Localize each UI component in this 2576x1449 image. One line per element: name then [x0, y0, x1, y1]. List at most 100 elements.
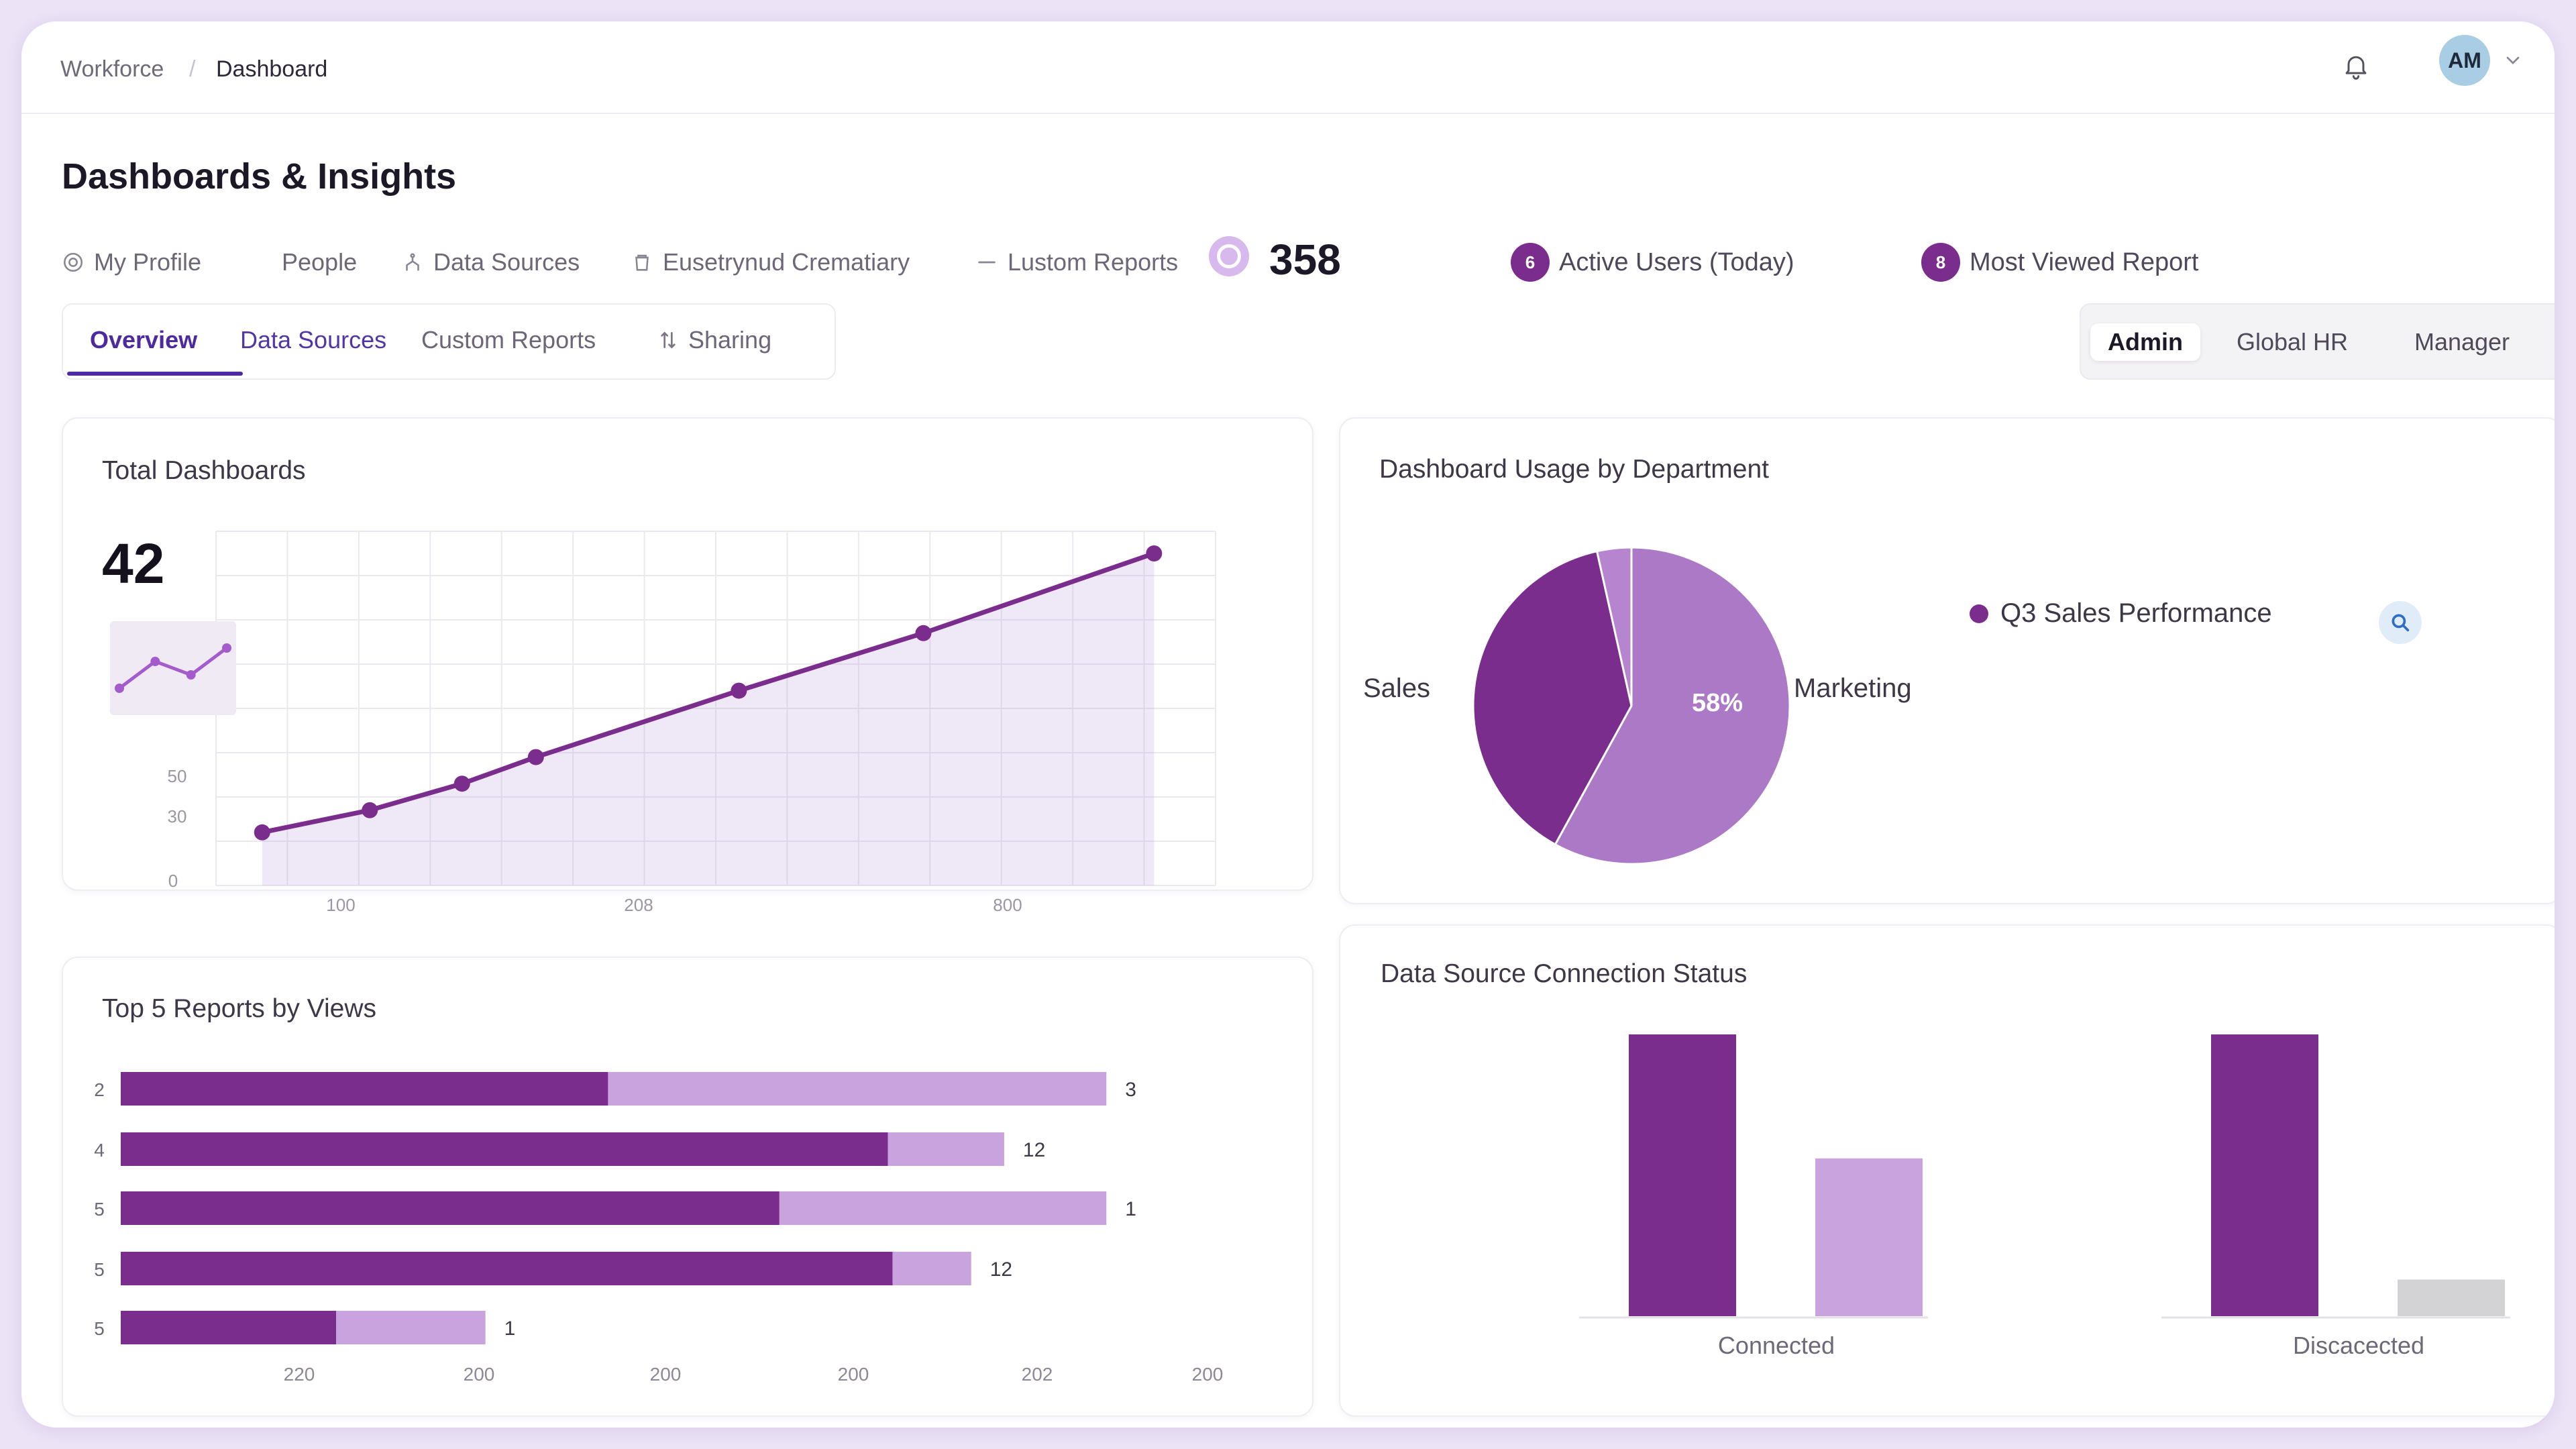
role-global-hr[interactable]: Global HR: [2236, 328, 2349, 356]
pie-label-marketing: Marketing: [1794, 674, 1912, 703]
bar-value-label: 1: [504, 1318, 516, 1340]
active-users-badge[interactable]: 6 Active Users (Today): [1511, 243, 1794, 282]
chevron-down-icon[interactable]: [2502, 50, 2524, 71]
role-manager[interactable]: Manager: [2414, 328, 2510, 356]
sparkline-point: [222, 643, 231, 653]
bar-value-label: 12: [1023, 1139, 1045, 1161]
data-sources-icon: [406, 253, 419, 271]
status-bar-primary: [1629, 1034, 1736, 1316]
total-dashboards-value: 42: [102, 532, 165, 595]
bar-segment-primary: [121, 1191, 780, 1225]
bar-segment-primary: [121, 1072, 608, 1106]
subnav-custom-reports[interactable]: Lustom Reports: [975, 248, 1178, 276]
legend-label: Q3 Sales Performance: [2000, 598, 2272, 628]
pie-slice-sales: [1472, 549, 1633, 846]
storage-icon: [635, 254, 649, 271]
tab-overview[interactable]: Overview: [90, 326, 198, 354]
breadcrumb-separator: /: [189, 56, 196, 82]
x-tick-label: 220: [284, 1364, 315, 1385]
total-dashboards-card: [62, 417, 1313, 891]
slice-label: 58%: [1692, 689, 1743, 717]
status-bar-secondary: [1815, 1158, 1923, 1316]
user-avatar[interactable]: AM: [2439, 35, 2490, 86]
legend-item[interactable]: Q3 Sales Performance: [1970, 598, 2272, 629]
y-tick-label: 30: [168, 806, 187, 826]
data-point: [362, 802, 378, 818]
subnav-my-profile[interactable]: My Profile: [62, 248, 201, 276]
badge-icon: 8: [1921, 243, 1960, 282]
card-title: Dashboard Usage by Department: [1379, 455, 1769, 484]
bar-segment-primary: [121, 1132, 888, 1166]
breadcrumb-root[interactable]: Workforce: [60, 56, 164, 82]
status-bar-secondary: [2398, 1279, 2505, 1316]
connection-status-chart: Connected Discacected: [1579, 1034, 2510, 1359]
x-tick-label: 202: [1022, 1364, 1053, 1385]
active-tab-indicator: [67, 372, 243, 376]
subnav-label: Lustom Reports: [1008, 248, 1179, 276]
category-label: Discacected: [2293, 1332, 2424, 1359]
subnav-label: Eusetrynud Crematiary: [663, 248, 910, 276]
subnav-data-sources[interactable]: Data Sources: [401, 248, 580, 276]
subnav-label: People: [282, 248, 358, 276]
connection-status-card: [1339, 924, 2555, 1417]
data-point: [1146, 545, 1163, 561]
breadcrumb-current: Dashboard: [216, 56, 328, 82]
legend-swatch: [1970, 604, 1988, 623]
sparkline-line: [118, 646, 228, 690]
x-tick-label: 800: [993, 895, 1022, 915]
bar-segment-primary: [121, 1252, 893, 1285]
sparkline-widget: [110, 621, 236, 715]
sparkline-point: [115, 684, 124, 693]
y-tick-label: 0: [168, 871, 178, 891]
data-point: [527, 749, 544, 765]
search-button[interactable]: [2379, 601, 2422, 644]
area-fill: [262, 553, 1155, 885]
x-tick-label: 208: [624, 895, 653, 915]
sort-icon: [661, 331, 676, 349]
card-title: Total Dashboards: [102, 456, 306, 485]
bar-value-label: 3: [1125, 1079, 1136, 1101]
data-point: [453, 775, 470, 792]
tab-sharing[interactable]: Sharing: [657, 326, 771, 354]
status-bar-primary: [2211, 1034, 2318, 1316]
x-tick-label: 200: [838, 1364, 869, 1385]
tab-data-sources[interactable]: Data Sources: [240, 326, 387, 354]
card-title: Top 5 Reports by Views: [102, 994, 376, 1023]
subnav-storage[interactable]: Eusetrynud Crematiary: [631, 248, 910, 276]
tab-bar: [62, 303, 836, 380]
bar-category-label: 2: [94, 1079, 105, 1100]
search-icon: [2392, 614, 2410, 632]
pie-slice-other: [1595, 546, 1633, 706]
sparkline-point: [186, 670, 196, 680]
pie-slice-marketing: [1554, 546, 1791, 865]
y-tick-label: 50: [168, 766, 187, 786]
x-tick-label: 200: [464, 1364, 495, 1385]
kpi-ring-icon: [1209, 236, 1249, 276]
subnav-people[interactable]: People: [282, 248, 357, 276]
kpi-value: 358: [1269, 235, 1341, 284]
bar-category-label: 5: [94, 1318, 105, 1339]
usage-pie-chart: 58%: [1472, 546, 1791, 865]
most-viewed-report-badge[interactable]: 8 Most Viewed Report: [1921, 243, 2198, 282]
bar-value-label: 1: [1125, 1198, 1136, 1220]
notifications-button[interactable]: [2334, 44, 2377, 87]
top-reports-chart: 2 3 4 12 5 1 5 12 5 1 220 200 200 200 202 200: [94, 1072, 1223, 1385]
x-tick-label: 200: [650, 1364, 682, 1385]
category-label: Connected: [1718, 1332, 1835, 1359]
bell-icon: [2345, 56, 2367, 80]
bar-value-label: 12: [990, 1258, 1012, 1281]
bar-segment-primary: [121, 1311, 337, 1344]
bar-segment-secondary: [888, 1132, 1004, 1166]
data-point: [254, 824, 270, 841]
badge-label: Active Users (Today): [1559, 248, 1794, 276]
sparkline-chart: [115, 643, 231, 693]
data-point: [915, 625, 932, 641]
pie-label-sales: Sales: [1363, 674, 1431, 703]
tab-custom-reports[interactable]: Custom Reports: [421, 326, 596, 354]
role-admin[interactable]: Admin: [2090, 323, 2200, 361]
bar-category-label: 5: [94, 1259, 105, 1280]
badge-label: Most Viewed Report: [1970, 248, 2199, 276]
page-title: Dashboards & Insights: [62, 156, 457, 197]
bar-category-label: 4: [94, 1140, 105, 1161]
total-dashboards-chart: 50 30 0 100 208 800: [168, 531, 1216, 915]
